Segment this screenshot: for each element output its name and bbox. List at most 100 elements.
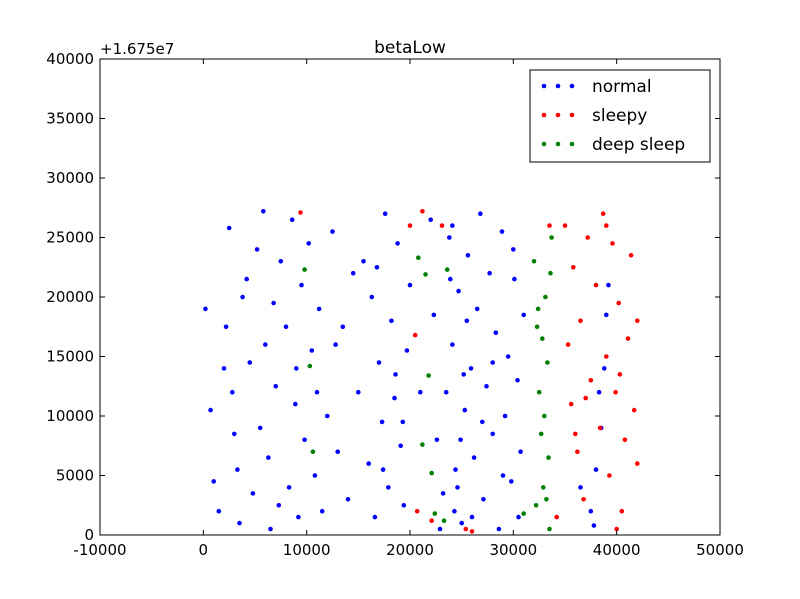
data-point	[240, 294, 245, 300]
data-point	[496, 526, 502, 532]
data-point	[534, 324, 540, 330]
data-point	[484, 384, 489, 389]
data-point	[250, 491, 256, 496]
data-point	[237, 520, 242, 526]
data-point	[469, 529, 475, 534]
data-point	[333, 342, 338, 347]
data-point	[420, 442, 425, 447]
data-point	[330, 229, 335, 234]
data-point	[407, 223, 413, 228]
data-point	[283, 324, 289, 330]
data-point	[340, 324, 346, 330]
data-point	[412, 332, 418, 338]
legend-marker	[569, 112, 575, 118]
series-deep-sleep	[302, 235, 554, 532]
data-point	[426, 373, 431, 378]
legend: normal sleepy deep sleep	[529, 69, 711, 163]
data-point	[428, 217, 434, 222]
legend-marker	[555, 83, 561, 89]
series-sleepy	[298, 209, 640, 534]
data-point	[395, 241, 400, 246]
data-point	[625, 336, 631, 341]
data-point	[474, 306, 480, 312]
data-point	[516, 514, 521, 520]
data-point	[533, 503, 539, 508]
data-point	[631, 407, 637, 413]
data-point	[416, 255, 421, 260]
y-tick-label: 30000	[46, 169, 94, 187]
axes: -10000 0 10000 20000 30000 40000 5000005000100…	[46, 50, 744, 559]
data-point	[296, 514, 301, 520]
legend-label: normal	[592, 77, 652, 97]
x-tick-label: 10000	[283, 541, 331, 559]
data-point	[571, 265, 576, 270]
data-point	[591, 523, 597, 528]
data-point	[316, 306, 322, 312]
data-point	[211, 479, 216, 484]
data-point	[469, 514, 475, 520]
data-point	[374, 265, 380, 270]
data-point	[226, 225, 232, 231]
data-point	[588, 378, 594, 383]
data-point	[310, 449, 316, 455]
data-point	[447, 235, 452, 240]
data-point	[456, 288, 461, 294]
data-point	[439, 223, 445, 228]
y-tick-label: 0	[84, 526, 94, 544]
data-point	[452, 508, 457, 514]
data-point	[478, 211, 483, 216]
data-point	[540, 336, 545, 341]
data-point	[617, 372, 623, 377]
data-point	[535, 306, 541, 312]
data-point	[468, 366, 474, 371]
data-point	[613, 389, 618, 395]
data-point	[546, 455, 551, 460]
data-point	[521, 312, 526, 318]
legend-label: sleepy	[592, 106, 647, 126]
data-point	[278, 259, 284, 264]
data-point	[619, 508, 625, 514]
data-point	[515, 378, 520, 383]
data-point	[361, 259, 366, 264]
data-point	[593, 467, 599, 472]
x-tick-label: 20000	[386, 541, 434, 559]
data-point	[271, 300, 276, 306]
data-point	[502, 413, 508, 419]
chart-title: betaLow	[374, 38, 446, 58]
data-point	[614, 526, 619, 532]
data-point	[423, 272, 428, 277]
data-point	[444, 267, 450, 272]
data-point	[554, 514, 559, 520]
data-point	[596, 389, 602, 395]
data-point	[458, 437, 463, 443]
data-point	[263, 342, 268, 347]
data-point	[604, 223, 609, 228]
data-point	[319, 508, 325, 514]
data-point	[600, 211, 606, 216]
data-point	[386, 485, 391, 490]
data-point	[382, 211, 388, 216]
data-point	[418, 389, 423, 395]
data-point	[593, 282, 599, 288]
data-point	[379, 419, 385, 425]
data-point	[350, 270, 356, 276]
data-point	[581, 497, 586, 502]
data-point	[366, 461, 372, 466]
data-point	[404, 348, 410, 353]
data-point	[440, 491, 446, 496]
data-point	[565, 342, 571, 347]
data-point	[247, 360, 253, 365]
y-tick-label: 5000	[56, 467, 94, 485]
legend-marker	[569, 141, 575, 147]
data-point	[604, 312, 609, 318]
series-normal	[203, 209, 611, 532]
data-point	[356, 389, 361, 395]
y-tick-label: 20000	[46, 288, 94, 306]
data-point	[407, 282, 413, 288]
data-point	[480, 419, 485, 425]
data-point	[376, 360, 382, 365]
legend-marker	[555, 112, 561, 118]
data-point	[548, 270, 553, 276]
data-point	[298, 210, 303, 215]
data-point	[628, 253, 634, 258]
